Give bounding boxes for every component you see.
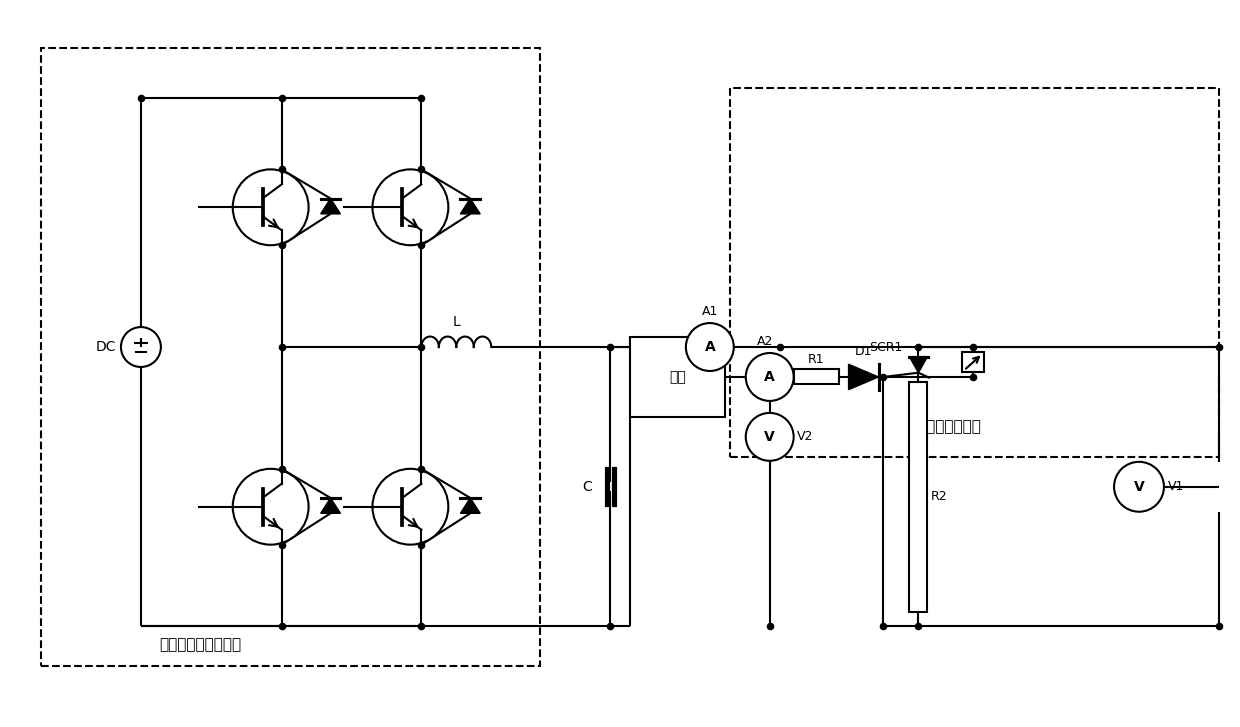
Text: R1: R1 [807,353,825,366]
Text: DC: DC [95,340,117,354]
Polygon shape [321,198,341,214]
Text: V2: V2 [796,430,813,443]
Circle shape [372,169,449,245]
Bar [730,87,1219,457]
Text: A1: A1 [702,305,718,318]
Text: C: C [583,480,591,494]
Circle shape [122,327,161,367]
Circle shape [233,469,309,545]
Text: 被试晶闸管模块: 被试晶闸管模块 [918,419,981,434]
Text: SCR1: SCR1 [869,341,903,353]
Circle shape [233,169,309,245]
Text: R2: R2 [930,490,947,503]
Text: A: A [704,340,715,354]
Polygon shape [321,498,341,513]
Circle shape [686,323,734,371]
Circle shape [745,413,794,461]
Bar [909,382,928,611]
Bar [794,369,838,385]
Text: V1: V1 [1168,481,1184,493]
Text: A: A [764,370,775,384]
Polygon shape [848,364,878,390]
Polygon shape [460,198,480,214]
Circle shape [372,469,449,545]
Bar [962,352,985,372]
Text: L: L [453,315,460,329]
Text: V: V [764,430,775,444]
Polygon shape [460,498,480,513]
Polygon shape [909,357,928,373]
Text: 触头: 触头 [670,370,686,384]
Bar [41,47,541,667]
Text: D1: D1 [854,345,872,358]
Bar [630,337,725,417]
Text: 滒环控制逆变电流源: 滒环控制逆变电流源 [160,637,242,652]
Text: A2: A2 [756,335,773,348]
Circle shape [745,353,794,401]
Text: V: V [1133,480,1145,494]
Circle shape [1114,462,1164,512]
